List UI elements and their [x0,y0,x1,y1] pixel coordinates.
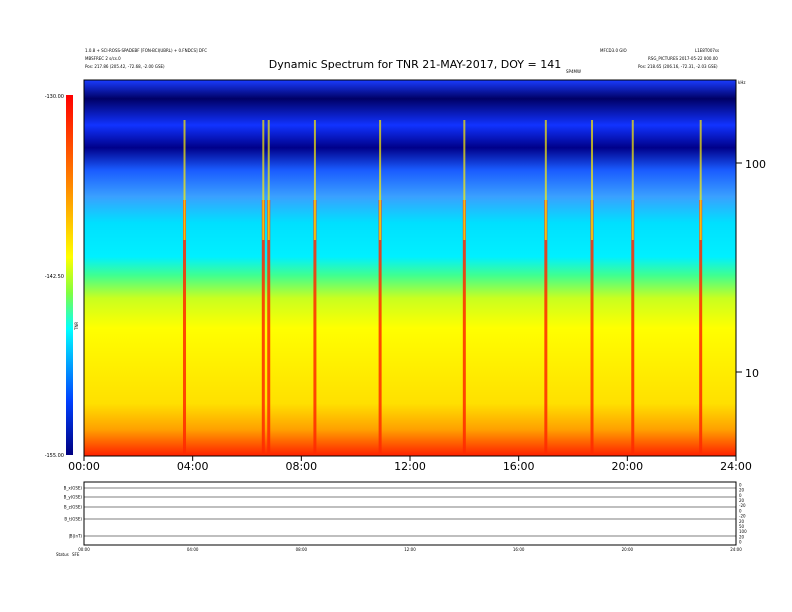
burst-upper-1 [262,120,265,240]
burst-upper-8 [631,120,634,240]
panel-right-tick-9: 100 [739,529,747,534]
burst-upper-2 [267,120,270,240]
burst-streak-4 [378,200,382,455]
header-right-b: L1E8T007ss [695,48,720,53]
x-tick-label-1: 04:00 [177,460,209,473]
panel-right-tick-0: 0 [739,483,742,488]
y-right-unit: kHz [738,80,745,85]
color-scale-bar [66,95,73,455]
x-tick-label-2: 08:00 [285,460,317,473]
burst-streak-5 [462,200,466,455]
burst-layer [183,120,703,455]
burst-streak-6 [544,200,548,455]
panel-right-tick-8: 50 [739,524,745,529]
color-scale-tick-bottom: -155.00 [45,453,64,459]
panel-x-tick-4: 16:00 [513,547,525,552]
panel-right-tick-7: 20 [739,519,745,524]
header-left-line3: Pos: 217.86 (205.42, -72.68, -2.00 GSE) [85,64,165,69]
burst-upper-5 [463,120,466,240]
burst-streak-1 [261,200,265,455]
right-frequency-axis: 100 10 kHz [736,80,766,380]
panel-right-tick-3: 20 [739,498,745,503]
y-tick-label-100: 100 [745,158,766,171]
x-tick-label-0: 00:00 [68,460,100,473]
spectrogram-background [84,80,736,456]
panel-label-4: |B|(nT) [68,534,82,539]
color-scale-tick-top: -130.00 [45,94,64,100]
burst-streak-8 [631,200,635,455]
panel-frame [83,481,737,546]
time-axis: 00:00 04:00 08:00 12:00 16:00 20:00 24:00 [68,456,752,473]
x-tick-label-3: 12:00 [394,460,426,473]
burst-upper-9 [699,120,702,240]
panel-label-3: B_t(GSE) [64,517,82,522]
panel-right-tick-5: 0 [739,508,742,513]
color-scale-tick-mid: -142.50 [45,274,64,280]
magnetometer-panels: B_x(GSE) B_y(GSE) B_z(GSE) B_t(GSE) |B|(nT) 0… [56,481,747,557]
panel-right-tick-10: 20 [739,534,745,539]
burst-upper-4 [379,120,382,240]
panel-x-tick-2: 08:00 [296,547,308,552]
burst-upper-0 [183,120,186,240]
header-mid-tag: SP4MW [566,69,581,74]
panel-right-tick-2: 0 [739,493,742,498]
burst-streak-9 [699,200,703,455]
panel-x-tick-3: 12:00 [404,547,416,552]
burst-streak-0 [183,200,187,455]
burst-streak-2 [267,200,271,455]
color-scale-label: TNR [74,322,79,331]
header-right-line2: RSG_PICTURES 2017-05-22 000.00 [648,56,718,61]
x-tick-label-6: 24:00 [720,460,752,473]
header-left-line2: MBSFREC 2 s/cs.0 [85,56,121,61]
panel-x-tick-1: 04:00 [187,547,199,552]
panel-x-tick-0: 00:00 [78,547,90,552]
panel-right-tick-6: -20 [739,514,746,519]
panel-label-0: B_x(GSE) [64,486,83,491]
header-right-a: MFCD3.0 GIO [600,48,627,53]
panel-label-1: B_y(GSE) [64,495,83,500]
panel-right-tick-1: 20 [739,488,745,493]
burst-streak-3 [313,200,317,455]
header-right-line3: Pos: 218.65 (206.16, -72.31, -2.03 GSE) [638,64,718,69]
x-tick-label-4: 16:00 [503,460,535,473]
panel-label-2: B_z(GSE) [64,505,83,510]
burst-streak-7 [590,200,594,455]
panel-x-tick-6: 24:00 [730,547,742,552]
panel-right-tick-4: -20 [739,503,746,508]
header-left-line1: 1.0.8 + SCI-ROSS-SPADEBF [FON-BCI(UBRL) … [85,48,208,53]
chart-title: Dynamic Spectrum for TNR 21-MAY-2017, DO… [268,58,562,71]
burst-upper-7 [591,120,594,240]
burst-upper-3 [313,120,316,240]
status-label: Status [56,552,69,557]
y-tick-label-10: 10 [745,367,759,380]
panel-x-tick-5: 20:00 [622,547,634,552]
burst-upper-6 [544,120,547,240]
panel-right-tick-11: 0 [739,540,742,545]
x-tick-label-5: 20:00 [611,460,643,473]
status-value: SFE [72,552,80,557]
